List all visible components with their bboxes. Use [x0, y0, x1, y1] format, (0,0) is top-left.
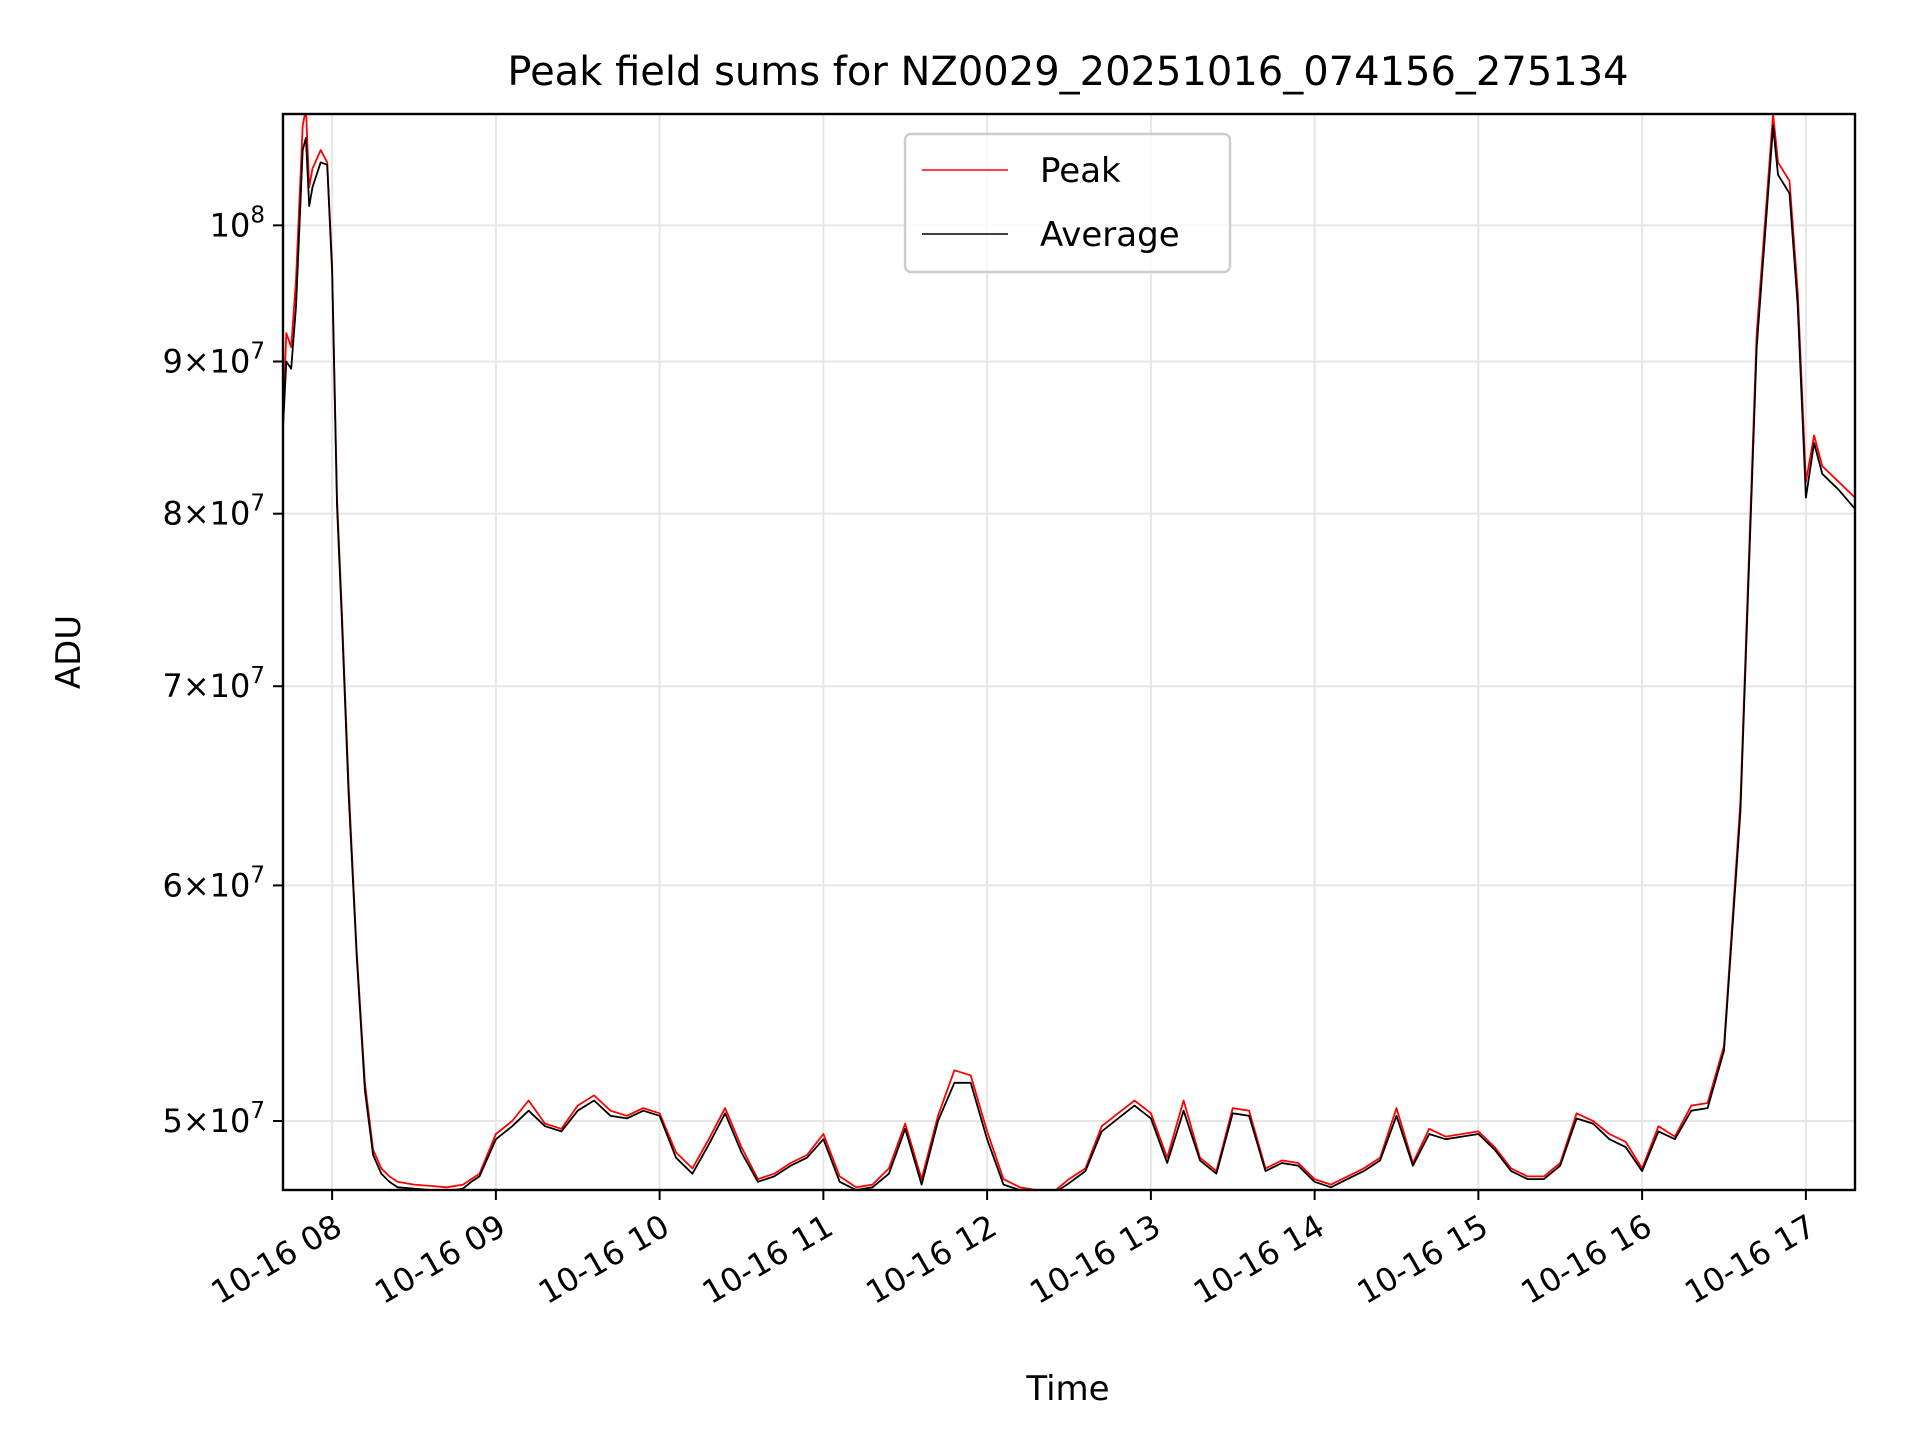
y-tick-label: 8×107 [162, 491, 265, 533]
y-tick-label: 5×107 [162, 1098, 265, 1140]
y-tick-mantissa: 9 [162, 342, 182, 380]
y-tick-exponent: 7 [250, 338, 265, 364]
y-tick-base: 10 [210, 206, 251, 244]
y-tick-exponent: 7 [250, 1098, 265, 1124]
y-tick-label: 6×107 [162, 862, 265, 904]
plot-frame [281, 112, 1857, 1192]
y-tick-label: 9×107 [162, 338, 265, 380]
legend-label-peak: Peak [1040, 151, 1121, 191]
y-tick-exponent: 8 [250, 202, 265, 228]
y-tick-exponent: 7 [250, 862, 265, 888]
chart-title: Peak field sums for NZ0029_20251016_0741… [507, 49, 1628, 95]
y-tick-base: 10 [210, 866, 251, 904]
x-axis-label: Time [1025, 1369, 1109, 1409]
y-tick-base: 10 [210, 495, 251, 533]
legend-box [903, 132, 1232, 274]
y-tick-exponent: 7 [250, 491, 265, 517]
series-layer [283, 114, 1855, 1190]
y-tick-base: 10 [210, 342, 251, 380]
y-tick-exponent: 7 [250, 663, 265, 689]
y-tick-label: 108 [210, 202, 265, 244]
y-tick-mantissa: 7 [162, 667, 182, 705]
y-tick-base: 10 [210, 1102, 251, 1140]
legend: Peak Average [903, 132, 1232, 274]
y-tick-mantissa: 5 [162, 1102, 182, 1140]
y-tick-mantissa: 6 [162, 866, 182, 904]
y-tick-base: 10 [210, 667, 251, 705]
y-tick-label: 7×107 [162, 663, 265, 705]
y-tick-mantissa: 8 [162, 495, 182, 533]
legend-label-average: Average [1040, 215, 1180, 255]
y-axis-label: ADU [49, 615, 89, 689]
